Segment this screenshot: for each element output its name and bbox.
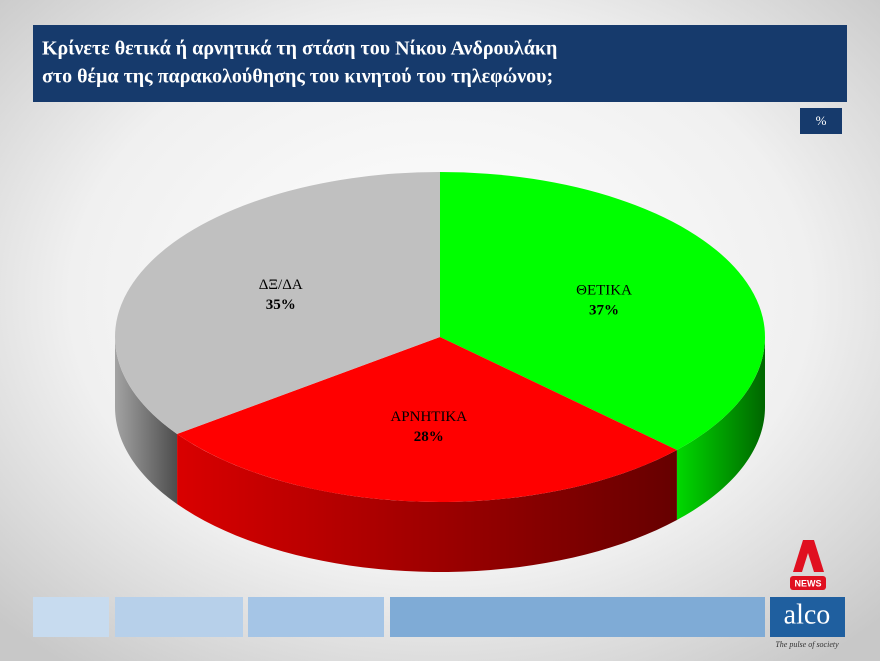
chart-title: στο θέμα της παρακολούθησης του κινητού … [42, 66, 553, 88]
footer-block [390, 597, 765, 637]
slice-label: ΘΕΤΙΚΑ [576, 282, 632, 298]
value-label: 37% [589, 302, 619, 318]
channel-logo [793, 540, 824, 572]
unit-label: % [816, 113, 827, 128]
slice-side [177, 433, 677, 572]
company-logo: alco [784, 599, 831, 630]
header-bar [33, 25, 847, 102]
unit-box [800, 108, 842, 134]
pie-slice [440, 172, 765, 450]
footer-block [248, 597, 384, 637]
value-label: 28% [414, 429, 444, 445]
pie-slice [114, 172, 440, 434]
slice-label: ΑΡΝΗΤΙΚΑ [390, 409, 467, 425]
tagline: The pulse of society [775, 640, 839, 649]
value-label: 35% [266, 297, 296, 313]
footer-block [33, 597, 109, 637]
logo-box [770, 597, 845, 637]
slice-label: ΔΞ/ΔΑ [259, 277, 303, 293]
chart-title: Κρίνετε θετικά ή αρνητικά τη στάση του Ν… [42, 38, 557, 60]
slice-side [115, 337, 178, 504]
channel-label: NEWS [795, 578, 822, 588]
slice-side [676, 337, 765, 520]
channel-badge [790, 576, 826, 590]
footer-block [115, 597, 243, 637]
pie: ΘΕΤΙΚΑ 37% ΑΡΝΗΤΙΚΑ 28% ΔΞ/ΔΑ 35% [114, 172, 765, 572]
pie-slice [177, 337, 677, 502]
